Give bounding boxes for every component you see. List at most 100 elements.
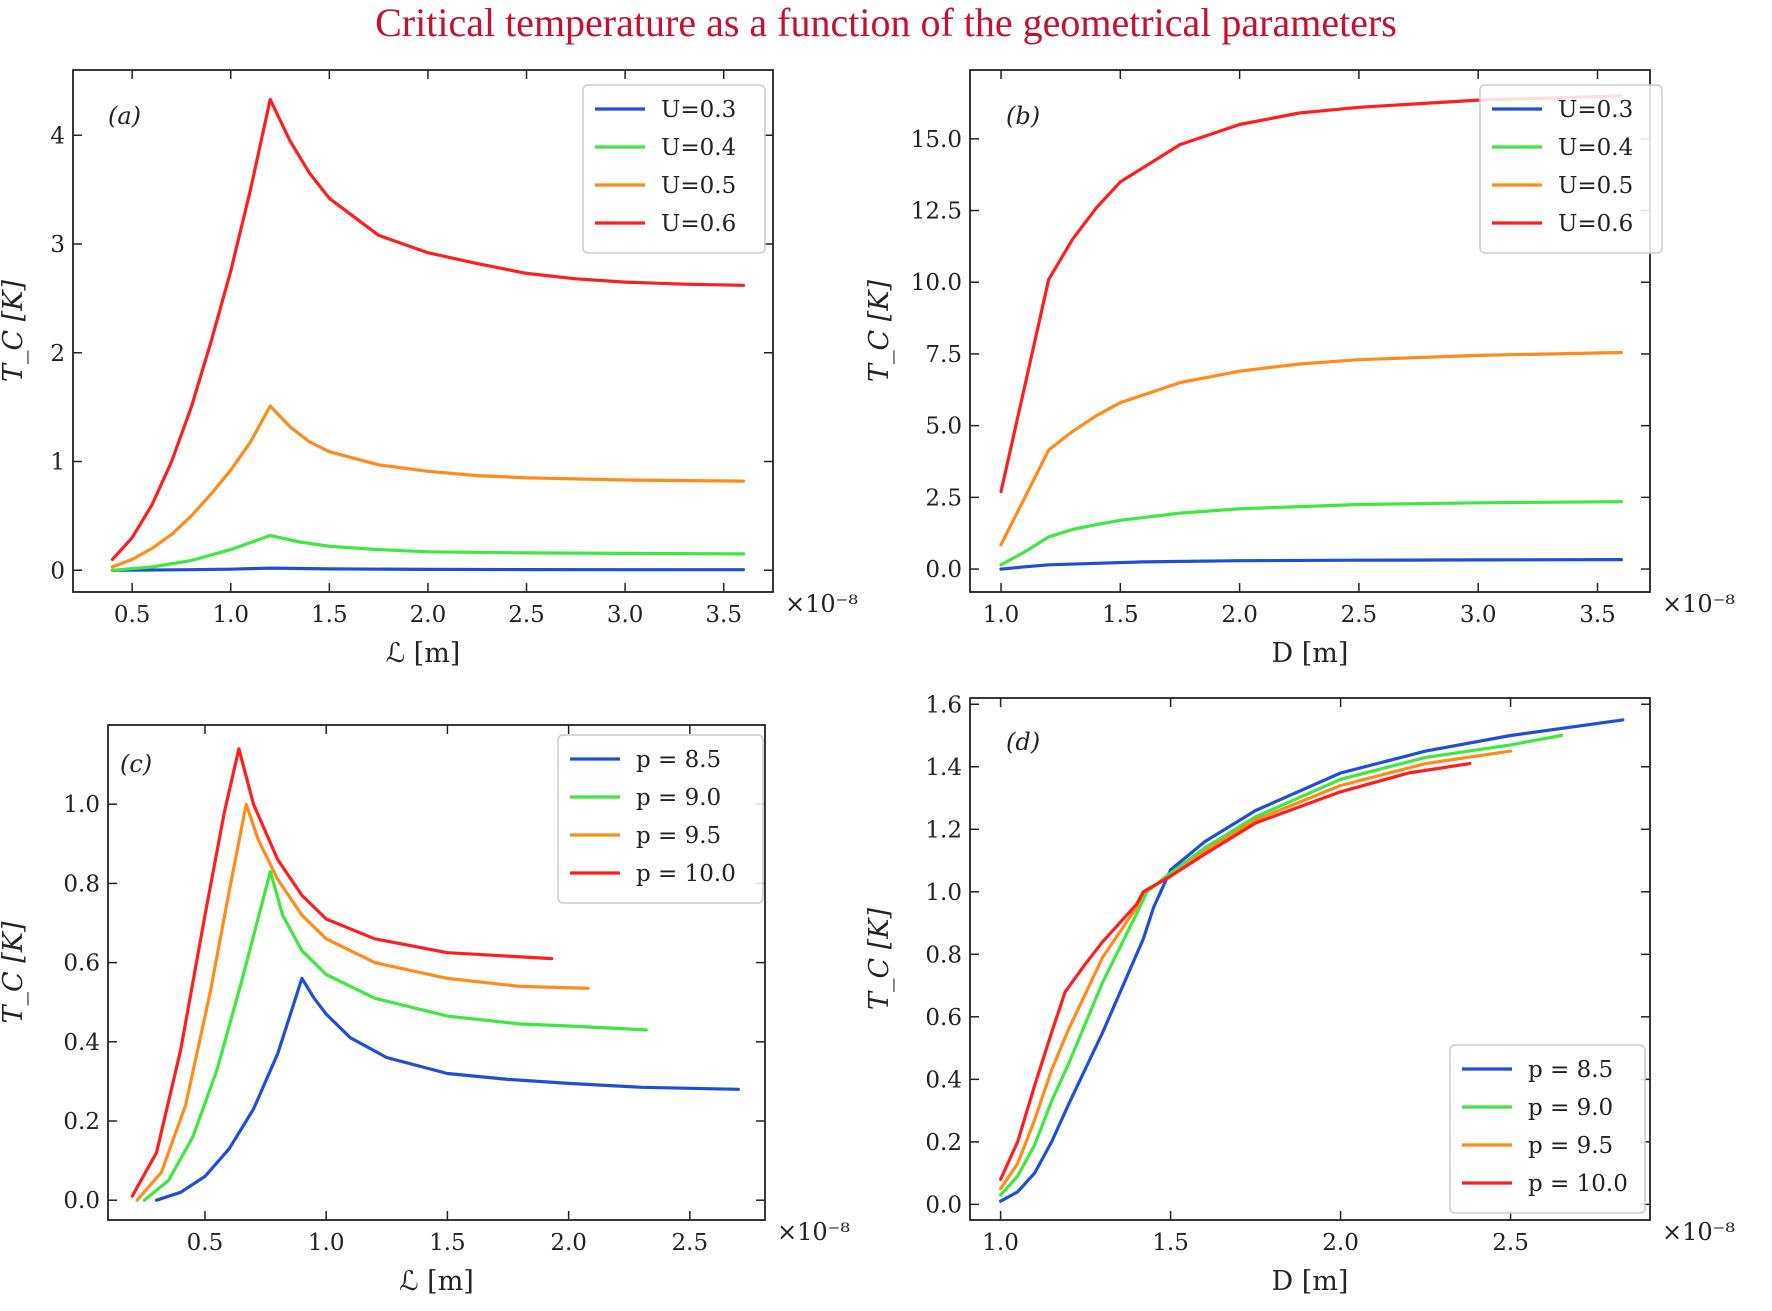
chart-d-legend-entry: p = 8.5 bbox=[1528, 1057, 1613, 1083]
chart-b-legend-entry: U=0.3 bbox=[1558, 97, 1633, 123]
chart-c-series-line-1 bbox=[154, 976, 740, 1202]
chart-d-panel-label: (d) bbox=[1006, 728, 1040, 756]
chart-c-xtick-label: 1.0 bbox=[308, 1230, 345, 1256]
chart-a-x-multiplier: ×10⁻⁸ bbox=[785, 590, 858, 618]
chart-b-legend bbox=[1479, 84, 1663, 254]
chart-a-ytick-label: 1 bbox=[50, 450, 65, 476]
chart-d-ytick-label: 1.6 bbox=[925, 692, 962, 718]
chart-a-ytick-label: 4 bbox=[50, 123, 65, 149]
chart-b-legend-entry: U=0.4 bbox=[1558, 135, 1633, 161]
chart-b-xtick-label: 1.5 bbox=[1102, 602, 1139, 628]
chart-a-xtick-label: 2.5 bbox=[508, 602, 545, 628]
chart-d-xlabel: D [m] bbox=[1272, 1266, 1349, 1297]
chart-d-legend-entry: p = 10.0 bbox=[1528, 1171, 1628, 1197]
chart-d-ytick-label: 1.4 bbox=[925, 755, 962, 781]
chart-c-series-line-3 bbox=[135, 802, 590, 1202]
chart-a-xtick-label: 3.0 bbox=[607, 602, 644, 628]
chart-c-legend-entry: p = 8.5 bbox=[636, 747, 721, 773]
chart-b-ytick-label: 7.5 bbox=[925, 342, 962, 368]
chart-d-xtick-label: 2.5 bbox=[1492, 1230, 1529, 1256]
chart-a-ylabel: T_C [K] bbox=[0, 280, 29, 382]
chart-b-ytick-label: 12.5 bbox=[911, 199, 962, 225]
chart-c-ytick-label: 0.2 bbox=[63, 1109, 100, 1135]
chart-c-series-line-2 bbox=[142, 869, 648, 1202]
chart-d-ytick-label: 1.0 bbox=[925, 880, 962, 906]
chart-b-series-line-4 bbox=[999, 94, 1624, 494]
chart-b-legend-entry: U=0.5 bbox=[1558, 173, 1633, 199]
chart-b-xlabel: D [m] bbox=[1272, 638, 1349, 669]
chart-a-legend bbox=[582, 84, 766, 254]
chart-b-axes-frame bbox=[969, 69, 1651, 593]
chart-d-xtick-label: 1.0 bbox=[982, 1230, 1019, 1256]
chart-a-ytick-label: 2 bbox=[50, 341, 65, 367]
chart-d-series-line-1 bbox=[998, 718, 1625, 1203]
chart-b-x-multiplier: ×10⁻⁸ bbox=[1662, 590, 1735, 618]
chart-a-xtick-label: 1.0 bbox=[212, 602, 249, 628]
chart-b-xtick-label: 3.0 bbox=[1460, 602, 1497, 628]
chart-a-legend-entry: U=0.6 bbox=[661, 211, 736, 237]
chart-b-ytick-label: 15.0 bbox=[911, 127, 962, 153]
chart-a-axes-frame bbox=[72, 69, 774, 593]
chart-d-ytick-label: 0.8 bbox=[925, 942, 962, 968]
chart-d-series-line-4 bbox=[998, 761, 1472, 1182]
chart-d-ytick-label: 0.6 bbox=[925, 1005, 962, 1031]
chart-b-series-line-3 bbox=[999, 350, 1624, 547]
chart-c-legend bbox=[557, 734, 764, 904]
chart-b-panel-label: (b) bbox=[1006, 102, 1040, 130]
chart-c-xtick-label: 1.5 bbox=[429, 1230, 466, 1256]
chart-b-xtick-label: 2.0 bbox=[1221, 602, 1258, 628]
chart-a-ytick-label: 0 bbox=[50, 558, 65, 584]
chart-b-ylabel: T_C [K] bbox=[864, 280, 895, 382]
chart-a-panel-label: (a) bbox=[108, 102, 141, 130]
chart-a-series-line-2 bbox=[110, 533, 746, 572]
chart-d-legend-entry: p = 9.5 bbox=[1528, 1133, 1613, 1159]
chart-a-legend-entry: U=0.5 bbox=[661, 173, 736, 199]
chart-d-ylabel: T_C [K] bbox=[864, 908, 895, 1010]
chart-b-xtick-label: 3.5 bbox=[1579, 602, 1616, 628]
chart-c-panel-label: (c) bbox=[120, 750, 152, 778]
chart-d-xtick-label: 2.0 bbox=[1322, 1230, 1359, 1256]
panel-c: 0.5 1.0 1.5 2.0 2.5 0.0 0.2 0.4 0.6 0.8 1.0 ×10⁻⁸ ℒ … bbox=[0, 724, 850, 1297]
chart-a-xlabel: ℒ [m] bbox=[386, 638, 461, 669]
panel-b: 1.0 1.5 2.0 2.5 3.0 3.5 0.0 2.5 5.0 7.5 10.0 12.5 15… bbox=[864, 69, 1735, 669]
chart-c-xtick-label: 0.5 bbox=[187, 1230, 224, 1256]
chart-a-series-line-3 bbox=[110, 404, 746, 569]
chart-d-ytick-label: 0.2 bbox=[925, 1130, 962, 1156]
chart-d-ytick-label: 1.2 bbox=[925, 817, 962, 843]
chart-c-legend-entry: p = 9.5 bbox=[636, 823, 721, 849]
chart-b-ytick-label: 5.0 bbox=[925, 414, 962, 440]
figure-title: Critical temperature as a function of th… bbox=[375, 0, 1397, 45]
chart-b-legend-entry: U=0.6 bbox=[1558, 211, 1633, 237]
chart-c-legend-entry: p = 9.0 bbox=[636, 785, 721, 811]
chart-a-series-line-4 bbox=[110, 97, 746, 562]
chart-c-ytick-label: 0.6 bbox=[63, 951, 100, 977]
chart-a-ytick-label: 3 bbox=[50, 232, 65, 258]
chart-c-ytick-label: 1.0 bbox=[63, 792, 100, 818]
chart-b-xtick-label: 2.5 bbox=[1341, 602, 1378, 628]
chart-b-ytick-label: 2.5 bbox=[925, 485, 962, 511]
chart-a-xtick-label: 1.5 bbox=[311, 602, 348, 628]
chart-c-series-line-4 bbox=[130, 747, 554, 1198]
chart-d-ytick-label: 0.0 bbox=[925, 1192, 962, 1218]
chart-b-ytick-label: 10.0 bbox=[911, 270, 962, 296]
panel-a: 0.5 1.0 1.5 2.0 2.5 3.0 3.5 0 1 2 3 4 ×10⁻⁸ ℒ [m] T_C … bbox=[0, 69, 858, 669]
chart-a-legend-entry: U=0.4 bbox=[661, 135, 736, 161]
chart-a-xtick-label: 0.5 bbox=[114, 602, 151, 628]
chart-c-xtick-label: 2.5 bbox=[672, 1230, 709, 1256]
chart-a-xtick-label: 2.0 bbox=[410, 602, 447, 628]
chart-d-legend-entry: p = 9.0 bbox=[1528, 1095, 1613, 1121]
chart-c-xtick-label: 2.0 bbox=[550, 1230, 587, 1256]
chart-b-ytick-label: 0.0 bbox=[925, 557, 962, 583]
chart-b-series-line-1 bbox=[999, 557, 1624, 571]
chart-d-xtick-label: 1.5 bbox=[1152, 1230, 1189, 1256]
chart-a-legend-entry: U=0.3 bbox=[661, 97, 736, 123]
chart-c-x-multiplier: ×10⁻⁸ bbox=[777, 1218, 850, 1246]
chart-b-xtick-label: 1.0 bbox=[983, 602, 1020, 628]
chart-c-xlabel: ℒ [m] bbox=[399, 1266, 474, 1297]
chart-b-series-line-2 bbox=[999, 500, 1624, 567]
chart-c-ylabel: T_C [K] bbox=[0, 921, 29, 1023]
chart-d-axes-frame bbox=[969, 697, 1651, 1221]
chart-d-x-multiplier: ×10⁻⁸ bbox=[1662, 1218, 1735, 1246]
chart-d-legend bbox=[1449, 1044, 1646, 1214]
